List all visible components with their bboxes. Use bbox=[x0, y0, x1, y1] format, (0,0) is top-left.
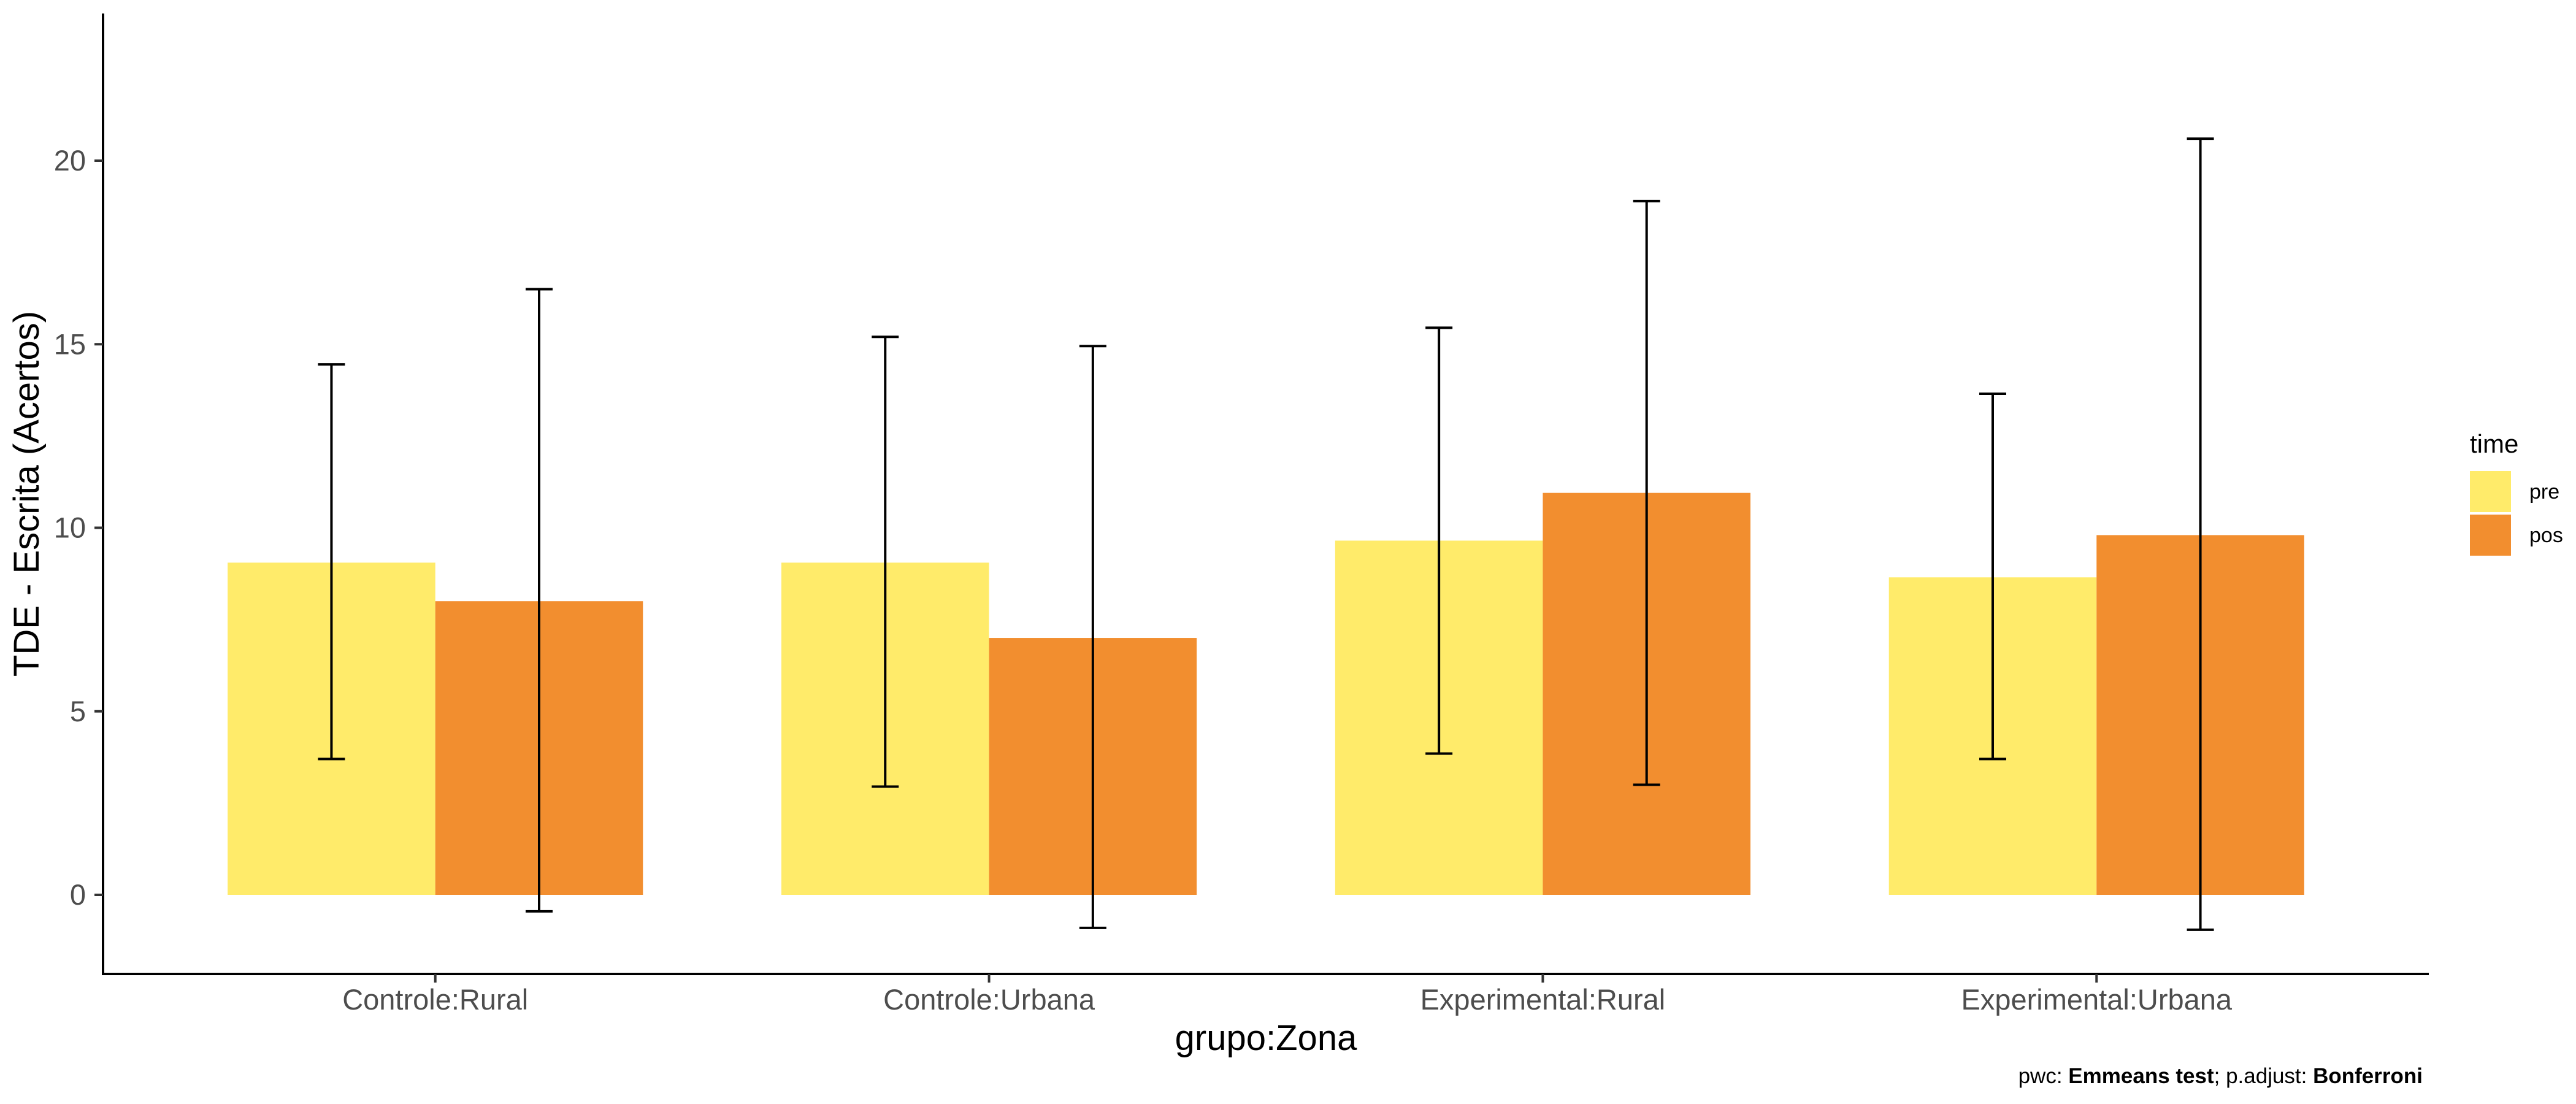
x-tick-label: Controle:Urbana bbox=[883, 983, 1095, 1016]
legend-label-pre: pre bbox=[2529, 480, 2559, 504]
error-bar-pre-0 bbox=[318, 363, 345, 761]
error-bars-layer bbox=[318, 137, 2214, 931]
caption-middle: ; p.adjust: bbox=[2214, 1064, 2313, 1088]
y-tick-label: 15 bbox=[54, 328, 86, 360]
y-tick-label: 10 bbox=[54, 512, 86, 544]
legend-key-pos bbox=[2470, 515, 2511, 556]
x-tick-label: Experimental:Urbana bbox=[1961, 983, 2233, 1016]
legend-label-pos: pos bbox=[2529, 524, 2563, 547]
error-bar-pos-2 bbox=[1633, 199, 1660, 786]
error-bar-pre-2 bbox=[1425, 326, 1453, 755]
caption-prefix: pwc: bbox=[2018, 1064, 2069, 1088]
error-bar-pos-1 bbox=[1079, 345, 1106, 929]
x-tick-label: Controle:Rural bbox=[342, 983, 528, 1016]
error-bar-pos-3 bbox=[2187, 137, 2214, 931]
y-tick-label: 20 bbox=[54, 144, 86, 177]
error-bar-pre-1 bbox=[872, 335, 899, 788]
y-tick-label: 0 bbox=[70, 878, 86, 911]
caption-method: Emmeans test bbox=[2068, 1064, 2214, 1088]
y-axis-title: TDE - Escrita (Acertos) bbox=[7, 311, 47, 677]
legend-title: time bbox=[2470, 429, 2518, 458]
caption: pwc: Emmeans test; p.adjust: Bonferroni bbox=[2018, 1064, 2423, 1089]
y-axis-ticks: 0 5 10 15 20 bbox=[54, 144, 103, 911]
x-axis-ticks: Controle:Rural Controle:Urbana Experimenta… bbox=[342, 974, 2233, 1016]
legend-key-pre bbox=[2470, 471, 2511, 512]
y-tick-label: 5 bbox=[70, 695, 86, 727]
caption-adjust: Bonferroni bbox=[2313, 1064, 2423, 1088]
error-bar-pos-0 bbox=[526, 288, 553, 913]
x-axis-title: grupo:Zona bbox=[1175, 1018, 1357, 1058]
error-bar-pre-3 bbox=[1979, 393, 2006, 761]
x-tick-label: Experimental:Rural bbox=[1420, 983, 1666, 1016]
legend: time pre pos bbox=[2470, 429, 2563, 556]
